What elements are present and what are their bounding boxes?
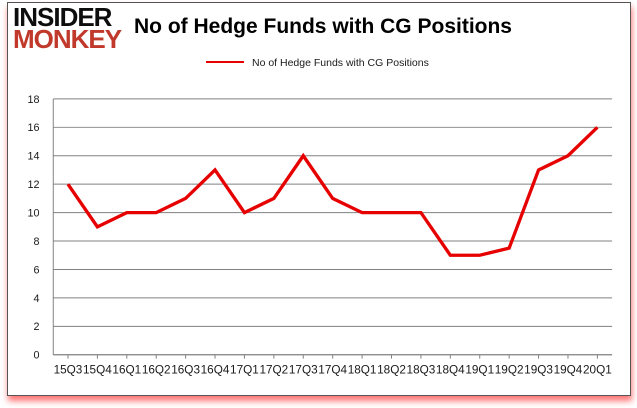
svg-text:19Q1: 19Q1: [465, 363, 494, 376]
svg-text:15Q4: 15Q4: [83, 363, 112, 376]
svg-text:15Q3: 15Q3: [54, 363, 83, 376]
svg-text:4: 4: [34, 293, 40, 305]
svg-text:0: 0: [34, 350, 40, 362]
svg-text:17Q3: 17Q3: [289, 363, 318, 376]
svg-text:16Q2: 16Q2: [142, 363, 171, 376]
svg-text:18Q4: 18Q4: [436, 363, 465, 376]
svg-text:19Q2: 19Q2: [495, 363, 524, 376]
svg-text:6: 6: [34, 264, 40, 276]
svg-text:18Q1: 18Q1: [348, 363, 377, 376]
svg-text:16Q1: 16Q1: [112, 363, 141, 376]
svg-text:2: 2: [34, 321, 40, 333]
svg-text:16Q4: 16Q4: [201, 363, 230, 376]
svg-text:18Q3: 18Q3: [407, 363, 436, 376]
svg-text:19Q4: 19Q4: [554, 363, 583, 376]
svg-text:12: 12: [28, 179, 40, 191]
svg-text:17Q2: 17Q2: [259, 363, 288, 376]
svg-text:19Q3: 19Q3: [524, 363, 553, 376]
svg-text:18Q2: 18Q2: [377, 363, 406, 376]
svg-text:20Q1: 20Q1: [583, 363, 612, 376]
svg-text:10: 10: [28, 208, 40, 220]
svg-text:14: 14: [28, 151, 40, 163]
svg-text:8: 8: [34, 236, 40, 248]
svg-text:16: 16: [28, 122, 40, 134]
svg-text:18: 18: [28, 94, 40, 106]
svg-text:16Q3: 16Q3: [171, 363, 200, 376]
svg-text:17Q1: 17Q1: [230, 363, 259, 376]
svg-text:17Q4: 17Q4: [318, 363, 347, 376]
